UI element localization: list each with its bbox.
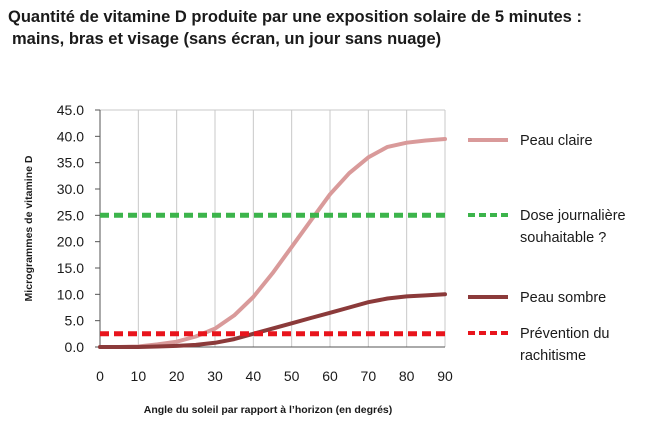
chart-title-line-1: Quantité de vitamine D produite par une … <box>8 8 582 26</box>
legend-label-3: Peau sombre <box>520 290 606 306</box>
y-tick-label: 25.0 <box>57 207 84 223</box>
x-tick-label: 50 <box>284 368 300 384</box>
y-axis-label: Microgrammes de vitamine D <box>23 155 35 301</box>
y-tick-label: 20.0 <box>57 234 84 250</box>
legend-label-2: souhaitable ? <box>520 230 606 246</box>
y-tick-labels: 0.0 5.0 10.0 15.0 20.0 25.0 30.0 35.0 40.0 45.0 <box>57 102 84 355</box>
y-tick-label: 30.0 <box>57 181 84 197</box>
y-tick-label: 35.0 <box>57 155 84 171</box>
x-axis-label: Angle du soleil par rapport à l’horizon … <box>144 404 393 416</box>
y-tick-label: 15.0 <box>57 260 84 276</box>
x-tick-label: 10 <box>131 368 147 384</box>
x-tick-label: 60 <box>322 368 338 384</box>
grid-lines <box>95 109 446 348</box>
y-tick-label: 5.0 <box>65 313 85 329</box>
x-tick-label: 30 <box>207 368 223 384</box>
x-tick-label: 0 <box>96 368 104 384</box>
chart-title: Quantité de vitamine D produite par une … <box>8 6 582 50</box>
y-tick-label: 40.0 <box>57 128 84 144</box>
x-tick-label: 40 <box>246 368 262 384</box>
legend-label-1: Peau claire <box>520 133 593 149</box>
y-tick-label: 45.0 <box>57 102 84 118</box>
series-line-1 <box>98 137 447 349</box>
y-tick-label: 10.0 <box>57 286 84 302</box>
legend-label-4: rachitisme <box>520 348 586 364</box>
x-tick-label: 70 <box>361 368 377 384</box>
chart-title-line-2: mains, bras et visage (sans écran, un jo… <box>12 30 442 48</box>
legend-label-2: Dose journalière <box>520 208 626 224</box>
x-tick-label: 90 <box>437 368 453 384</box>
series-line-3 <box>98 292 447 349</box>
series-lines <box>98 137 447 349</box>
x-tick-label: 80 <box>399 368 415 384</box>
legend: Peau claire Dose journalière souhaitable ?… <box>468 133 626 364</box>
y-tick-label: 0.0 <box>65 339 85 355</box>
x-tick-labels: 0 10 20 30 40 50 60 70 80 90 <box>96 368 453 384</box>
x-tick-label: 20 <box>169 368 185 384</box>
legend-label-4: Prévention du <box>520 326 609 342</box>
